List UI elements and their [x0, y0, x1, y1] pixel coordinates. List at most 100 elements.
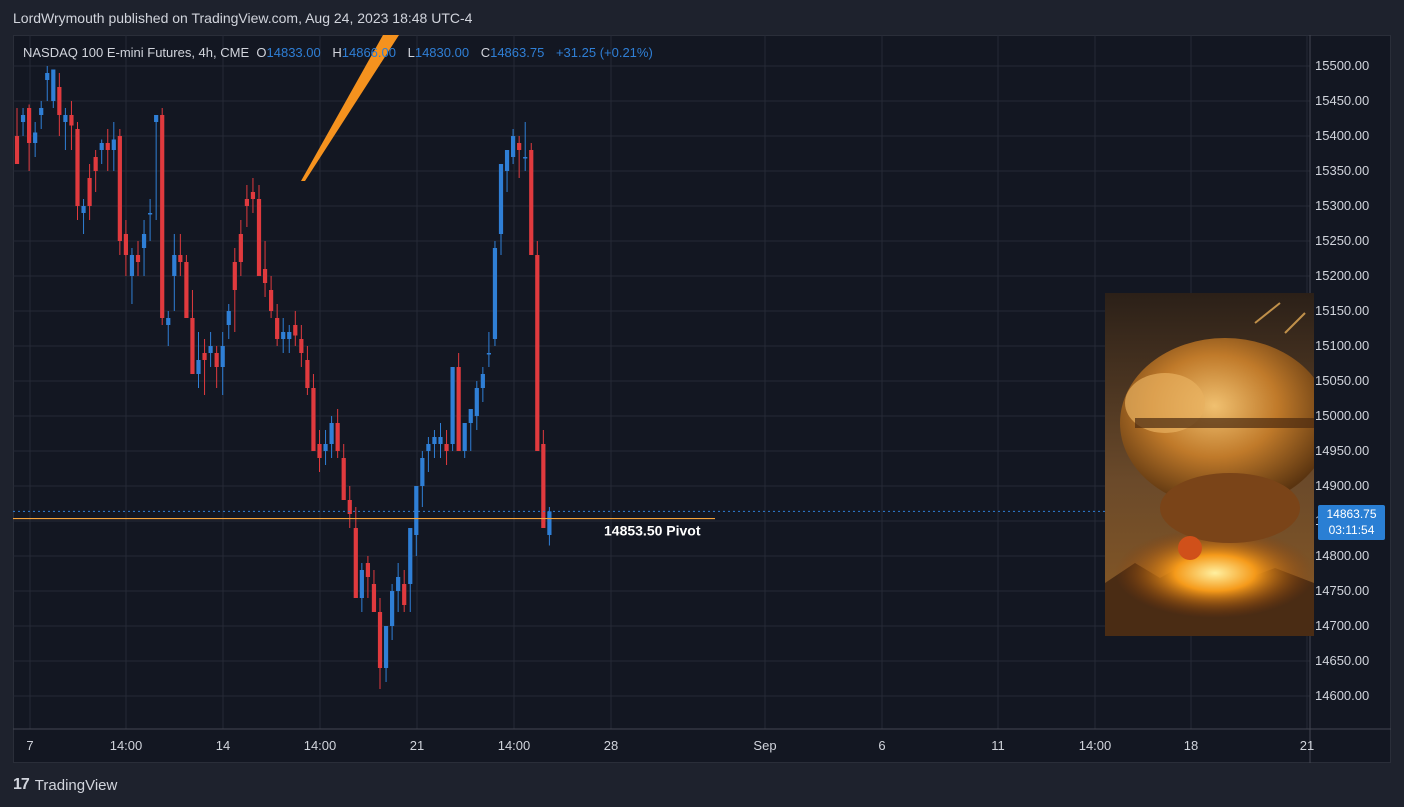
candle-body: [402, 584, 407, 605]
candle-body: [105, 143, 110, 150]
candle-body: [190, 318, 195, 374]
candle-body: [202, 353, 207, 360]
candle-body: [154, 115, 159, 122]
candle-body: [486, 353, 491, 355]
candle-body: [529, 150, 534, 255]
candle-body: [523, 157, 528, 159]
pivot-label: 14853.50 Pivot: [604, 523, 701, 539]
low-value: 14830.00: [414, 45, 470, 60]
candle-body: [359, 570, 364, 598]
candle-body: [377, 612, 383, 668]
candle-body: [69, 115, 74, 126]
x-tick-label: 21: [410, 738, 424, 753]
y-tick-label: 14750.00: [1315, 583, 1369, 598]
candle-body: [123, 234, 128, 255]
candle-body: [14, 136, 20, 164]
candle-body: [293, 325, 298, 336]
candle-body: [329, 423, 334, 444]
y-tick-label: 15100.00: [1315, 338, 1369, 353]
x-tick-label: 14:00: [498, 738, 531, 753]
candle-body: [444, 444, 449, 451]
candle-body: [383, 626, 389, 668]
candle-body: [408, 528, 413, 584]
candlestick-chart[interactable]: 14853.50 Pivot 15500.0015450.0015400.001…: [13, 35, 1391, 763]
publisher-line: LordWrymouth published on TradingView.co…: [13, 10, 473, 26]
candle-body: [365, 563, 370, 577]
candle-body: [432, 437, 437, 444]
candle-body: [517, 143, 522, 150]
candle-body: [371, 584, 377, 612]
brand-name: TradingView: [34, 776, 118, 794]
y-tick-label: 15450.00: [1315, 93, 1369, 108]
candle-body: [456, 367, 461, 451]
candle-body: [75, 129, 80, 206]
candle-body: [160, 115, 165, 318]
candle-body: [474, 388, 479, 416]
y-tick-label: 14600.00: [1315, 688, 1369, 703]
overlays-layer: 14853.50 Pivot: [13, 35, 1310, 539]
y-tick-label: 15300.00: [1315, 198, 1369, 213]
candle-body: [504, 150, 510, 171]
candle-body: [208, 346, 213, 353]
high-label: H: [332, 45, 342, 60]
change-value: +31.25 (+0.21%): [555, 45, 653, 60]
candle-body: [184, 262, 189, 318]
candle-body: [250, 192, 256, 199]
candle-body: [511, 136, 516, 157]
open-value: 14833.00: [266, 45, 321, 60]
y-tick-label: 15150.00: [1315, 303, 1369, 318]
candle-body: [541, 444, 546, 528]
candle-body: [396, 577, 401, 591]
x-tick-label: 18: [1184, 738, 1198, 753]
y-tick-label: 15350.00: [1315, 163, 1369, 178]
candle-body: [281, 332, 286, 339]
candle-body: [51, 69, 56, 101]
trend-arrow: [301, 35, 399, 181]
close-label: C: [480, 45, 491, 60]
y-tick-label: 14900.00: [1315, 478, 1369, 493]
time-axis: 7 14:00 14 14:00 21 14:00 28 Sep 6 11 14:00 18 21: [13, 728, 1391, 753]
candle-body: [438, 437, 443, 444]
candle-body: [63, 115, 68, 122]
candle-body: [287, 332, 292, 339]
candle-body: [462, 423, 467, 451]
candle-body: [275, 318, 280, 339]
candle-body: [390, 591, 395, 626]
y-tick-label: 14800.00: [1315, 548, 1369, 563]
candle-body: [335, 423, 340, 451]
candle-body: [81, 206, 86, 213]
open-label: O: [256, 45, 267, 60]
candle-body: [166, 318, 171, 325]
symbol-legend: NASDAQ 100 E-mini Futures, 4h, CME O1483…: [23, 45, 653, 60]
candle-body: [111, 139, 116, 150]
candle-body: [39, 108, 44, 115]
x-tick-label: 11: [991, 738, 1005, 753]
candle-body: [99, 143, 104, 150]
y-tick-label: 15000.00: [1315, 408, 1369, 423]
candle-body: [498, 164, 504, 234]
candle-body: [93, 157, 98, 171]
candle-body: [341, 458, 346, 500]
candle-body: [547, 511, 552, 535]
candle-body: [33, 132, 38, 143]
candle-body: [87, 178, 92, 206]
candle-body: [117, 136, 122, 241]
candle-body: [535, 255, 540, 451]
y-tick-label: 14950.00: [1315, 443, 1369, 458]
candle-body: [347, 500, 352, 514]
candle-body: [214, 353, 219, 367]
candle-body: [178, 255, 183, 262]
candle-body: [57, 87, 62, 115]
candle-body: [172, 255, 177, 276]
symbol-name: NASDAQ 100 E-mini Futures, 4h, CME: [23, 45, 250, 60]
candle-body: [426, 444, 431, 451]
candle-body: [256, 199, 262, 276]
candle-body: [262, 269, 268, 283]
x-tick-label: 6: [878, 738, 885, 753]
y-tick-label: 14650.00: [1315, 653, 1369, 668]
y-tick-label: 15250.00: [1315, 233, 1369, 248]
candle-body: [232, 262, 237, 290]
candle-body: [20, 115, 26, 122]
candle-body: [468, 409, 473, 423]
x-tick-label: 14:00: [110, 738, 143, 753]
